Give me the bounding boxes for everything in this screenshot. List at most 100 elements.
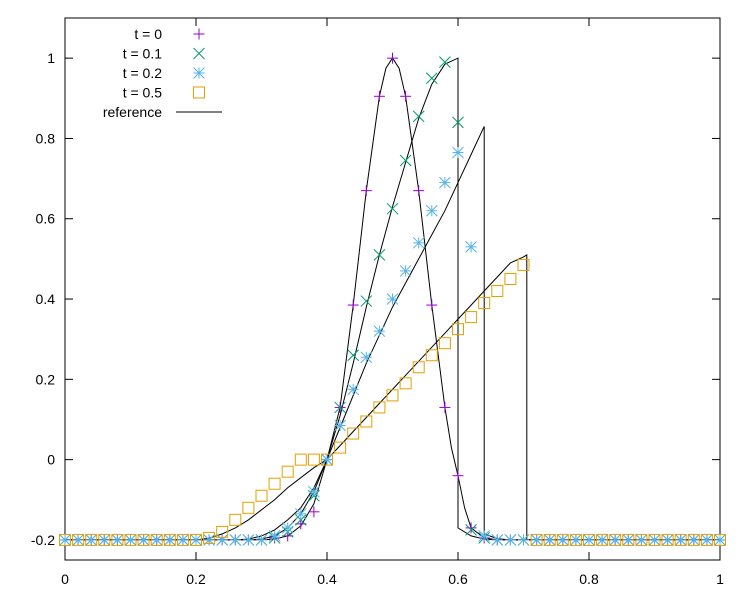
data-point-series-3 [425, 349, 438, 362]
data-point-series-3 [517, 258, 530, 271]
x-tick-label: 0 [61, 571, 69, 587]
data-point-series-3 [255, 489, 268, 502]
data-point-series-3 [163, 533, 176, 546]
data-point-series-3 [98, 533, 111, 546]
data-point-series-3 [556, 533, 569, 546]
data-point-series-2 [504, 534, 517, 546]
y-tick-label: 0 [47, 452, 55, 468]
data-point-series-3 [399, 377, 412, 390]
data-point-series-3 [373, 401, 386, 414]
data-point-series-3 [543, 533, 556, 546]
legend-label: t = 0 [134, 26, 162, 42]
data-point-series-3 [386, 389, 399, 402]
legend-marker-swatch [193, 67, 205, 79]
y-tick-label: 0.8 [36, 130, 56, 146]
data-point-series-2 [674, 534, 687, 546]
data-point-series-3 [530, 533, 543, 546]
data-point-series-3 [307, 453, 320, 466]
data-point-series-0 [347, 299, 359, 311]
data-point-series-3 [321, 453, 333, 466]
data-point-series-2 [714, 534, 726, 546]
data-point-series-3 [465, 311, 478, 324]
data-point-series-2 [517, 534, 530, 546]
x-tick-label: 0.6 [448, 571, 468, 587]
data-point-series-3 [124, 533, 137, 546]
data-point-series-0 [413, 185, 425, 197]
data-point-series-2 [399, 265, 412, 277]
data-point-series-2 [622, 534, 635, 546]
data-point-series-2 [635, 534, 648, 546]
data-point-series-3 [596, 533, 609, 546]
data-point-series-3 [242, 501, 255, 514]
data-point-series-0 [400, 90, 412, 102]
data-point-series-0 [465, 522, 477, 534]
reference-line [65, 126, 720, 541]
data-point-series-3 [268, 477, 281, 490]
x-tick-label: 0.2 [186, 571, 206, 587]
data-point-series-1 [347, 349, 360, 362]
data-point-series-3 [85, 533, 98, 546]
data-point-series-3 [294, 453, 307, 466]
data-point-series-2 [85, 534, 98, 546]
data-point-series-0 [387, 52, 398, 64]
data-point-series-1 [294, 513, 307, 526]
data-point-series-1 [452, 116, 464, 129]
data-point-series-2 [294, 507, 307, 520]
data-point-series-3 [700, 533, 713, 546]
data-point-series-1 [439, 56, 451, 69]
data-point-series-2 [439, 176, 451, 189]
legend-label: t = 0.2 [123, 65, 163, 81]
data-point-series-3 [661, 533, 674, 546]
data-point-series-1 [334, 401, 346, 414]
data-point-series-3 [609, 533, 622, 546]
data-point-series-3 [491, 285, 504, 298]
legend-label: t = 0.5 [123, 85, 163, 101]
data-point-series-3 [72, 533, 85, 546]
data-point-series-1 [425, 72, 438, 85]
data-point-series-3 [478, 297, 491, 310]
data-point-series-2 [596, 534, 608, 546]
data-point-series-2 [530, 534, 543, 546]
data-point-series-2 [334, 419, 346, 432]
data-point-series-0 [452, 470, 464, 482]
data-point-series-3 [111, 533, 124, 546]
legend-marker-swatch [193, 86, 205, 99]
y-tick-label: 0.2 [36, 371, 56, 387]
data-point-series-1 [386, 202, 399, 215]
x-tick-label: 0.8 [579, 571, 599, 587]
data-point-series-0 [439, 401, 451, 413]
y-tick-label: 1 [47, 50, 55, 66]
data-point-series-2 [72, 534, 84, 546]
data-point-series-3 [687, 533, 700, 546]
data-point-series-3 [281, 465, 294, 478]
data-point-series-2 [321, 453, 333, 466]
data-point-series-3 [622, 533, 635, 546]
data-point-series-3 [438, 337, 451, 350]
data-point-series-2 [98, 534, 111, 546]
data-point-series-2 [163, 534, 176, 546]
data-point-series-2 [111, 534, 124, 546]
data-point-series-3 [714, 533, 726, 546]
legend-marker-swatch [193, 28, 205, 40]
data-point-series-1 [399, 154, 412, 167]
data-point-series-2 [425, 204, 438, 217]
legend-label: reference [103, 104, 162, 120]
data-point-series-2 [570, 534, 582, 546]
data-point-series-3 [412, 361, 425, 374]
x-tick-label: 0.4 [317, 571, 337, 587]
data-point-series-3 [137, 533, 150, 546]
data-point-series-2 [150, 534, 163, 546]
data-point-series-3 [347, 427, 360, 440]
data-point-series-0 [308, 506, 320, 518]
data-point-series-2 [452, 146, 464, 159]
data-point-series-3 [150, 533, 163, 546]
data-point-series-2 [412, 236, 425, 249]
data-point-series-2 [543, 534, 556, 546]
data-point-series-1 [465, 524, 477, 536]
y-tick-label: -0.2 [31, 532, 55, 548]
data-point-series-0 [360, 185, 372, 197]
data-point-series-2 [281, 522, 294, 534]
data-point-series-2 [124, 534, 137, 546]
data-point-series-3 [583, 533, 595, 546]
y-tick-label: 0.4 [36, 291, 56, 307]
